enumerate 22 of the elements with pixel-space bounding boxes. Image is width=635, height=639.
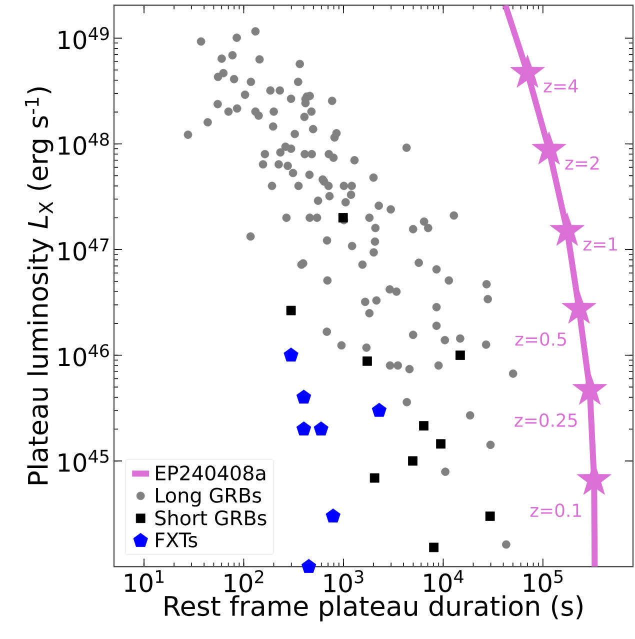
x-tick-label: 10$^{2}$	[224, 570, 264, 592]
y-tick-label: 10$^{45}$	[58, 450, 108, 472]
y-tick-label: 10$^{46}$	[58, 344, 109, 366]
x-tick-label: 10$^{4}$	[424, 570, 464, 592]
y-tick-label: 10$^{49}$	[58, 27, 109, 50]
legend-label: EP240408a	[156, 465, 266, 481]
annotation: z=0.25	[514, 413, 577, 427]
annotation: z=1	[583, 237, 617, 251]
y-tick-label: 10$^{47}$	[58, 238, 108, 261]
annotation: z=0.1	[530, 504, 581, 518]
y-axis-title: Plateau luminosity L$_{X}$ (erg s$^{-1}$)	[24, 87, 54, 484]
legend-label: Long GRBs	[156, 488, 262, 507]
annotation: z=4	[544, 79, 578, 92]
legend-label: Short GRBs	[155, 510, 266, 526]
y-tick-label: 10$^{48}$	[58, 132, 109, 156]
annotation: z=2	[565, 156, 599, 170]
x-tick-label: 10$^{5}$	[524, 570, 563, 592]
annotation: z=0.5	[515, 332, 566, 346]
x-tick-label: 10$^{3}$	[324, 570, 364, 592]
legend-label: FXTs	[156, 532, 198, 548]
x-axis-title: Rest frame plateau duration (s)	[164, 595, 582, 622]
x-tick-label: 10$^{1}$	[125, 570, 164, 592]
